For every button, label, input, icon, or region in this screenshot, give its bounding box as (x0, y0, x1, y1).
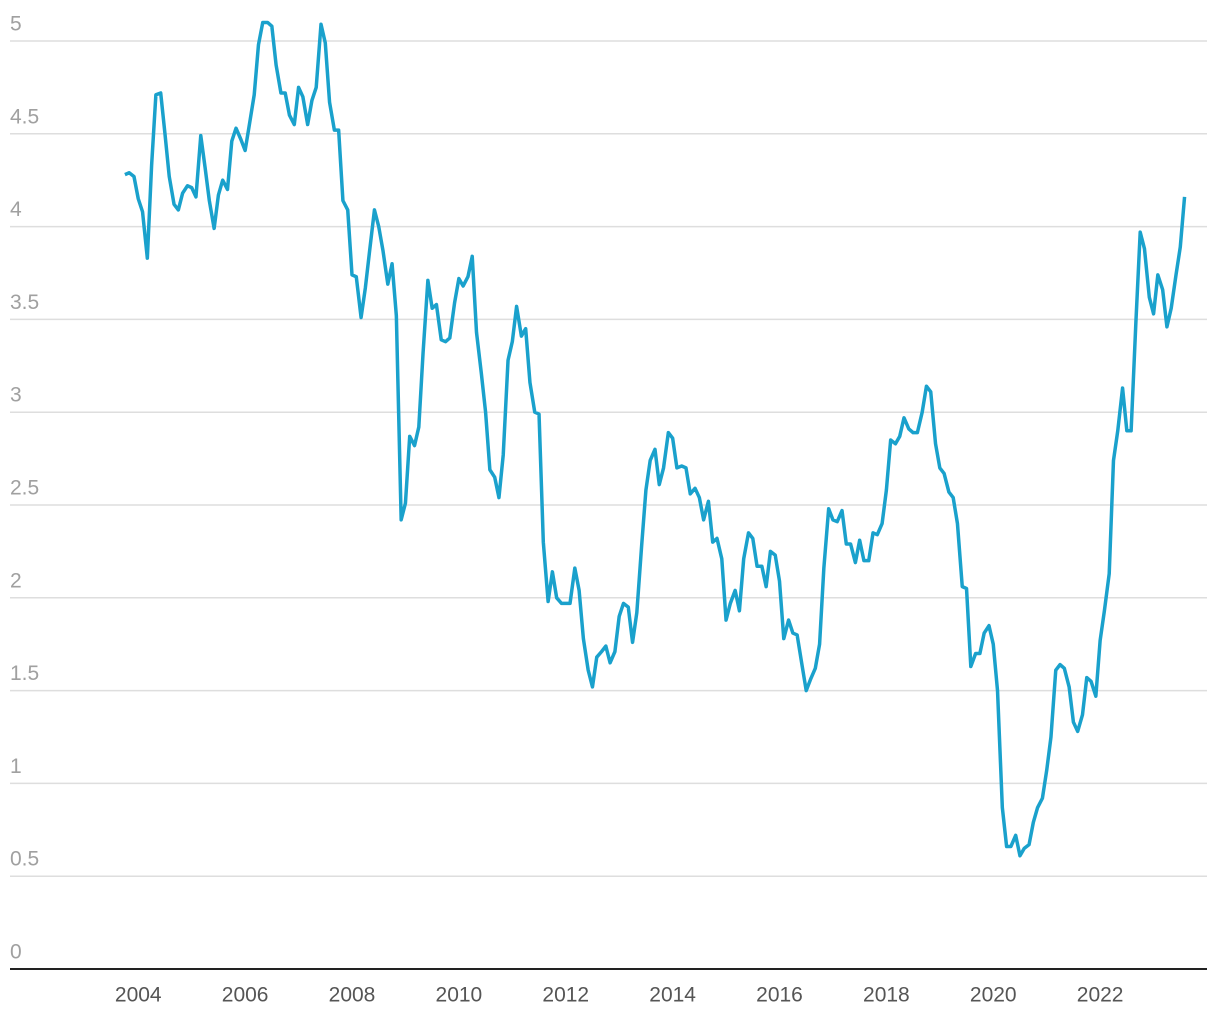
x-tick-label: 2016 (756, 984, 803, 1007)
y-tick-label: 3.5 (10, 291, 39, 314)
x-tick-label: 2008 (329, 984, 376, 1007)
y-tick-label: 1 (10, 755, 22, 778)
x-tick-label: 2020 (970, 984, 1017, 1007)
x-tick-label: 2018 (863, 984, 910, 1007)
x-tick-label: 2004 (115, 984, 162, 1007)
x-tick-label: 2006 (222, 984, 269, 1007)
y-tick-label: 0 (10, 941, 22, 964)
y-tick-label: 2 (10, 569, 22, 592)
line (124, 20, 1187, 858)
y-tick-label: 2.5 (10, 477, 39, 500)
y-tick-label: 4 (10, 198, 22, 221)
y-tick-label: 4.5 (10, 105, 39, 128)
x-tick-label: 2012 (542, 984, 589, 1007)
y-tick-label: 0.5 (10, 848, 39, 871)
x-tick-label: 2022 (1077, 984, 1124, 1007)
x-tick-label: 2014 (649, 984, 696, 1007)
y-tick-label: 3 (10, 384, 22, 407)
y-tick-label: 1.5 (10, 662, 39, 685)
x-tick-label: 2010 (436, 984, 483, 1007)
y-tick-label: 5 (10, 13, 22, 36)
